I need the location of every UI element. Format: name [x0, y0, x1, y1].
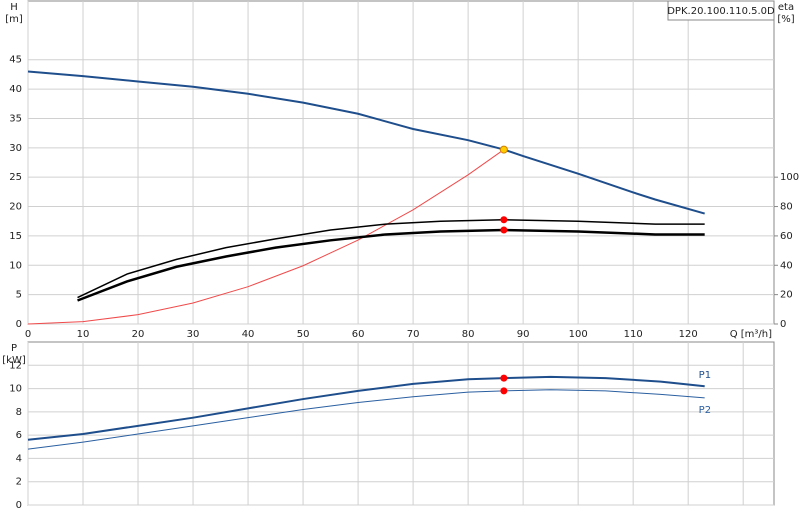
y-tick-label: 6 [16, 430, 22, 441]
x-tick-label: 40 [242, 329, 255, 340]
x-tick-label: 50 [297, 329, 310, 340]
y-tick-label: 5 [16, 290, 22, 301]
duty-point [500, 387, 508, 395]
y-tick-label: 15 [9, 231, 22, 242]
x-tick-label: 100 [569, 329, 588, 340]
y-axis-label: H [10, 2, 18, 13]
y-tick-label: 45 [9, 55, 22, 66]
model-box [667, 0, 775, 21]
x-tick-label: 60 [352, 329, 365, 340]
y2-axis-unit: [%] [777, 14, 794, 25]
y-tick-label: 30 [9, 143, 22, 154]
y-tick-label: 8 [16, 407, 22, 418]
y2-axis-label: eta [778, 2, 794, 13]
y-tick-label: 10 [9, 384, 22, 395]
y-tick-label: 2 [16, 477, 22, 488]
y-tick-label: 4 [16, 453, 22, 464]
series-label: P2 [699, 405, 711, 416]
y-tick-label: 12 [9, 360, 22, 371]
y-axis-label: P [11, 343, 17, 354]
curve [27, 375, 705, 441]
plot-area [27, 0, 775, 325]
y-tick-label: 25 [9, 172, 22, 183]
y-tick-label: 0 [16, 500, 22, 511]
y2-tick-label: 100 [780, 172, 799, 183]
y-tick-label: 20 [9, 202, 22, 213]
duty-point [499, 145, 508, 154]
x-tick-label: 30 [187, 329, 200, 340]
y2-tick-label: 40 [780, 260, 793, 271]
y2-tick-label: 80 [780, 202, 793, 213]
x-tick-label: 80 [462, 329, 475, 340]
curve [27, 389, 705, 450]
x-tick-label: 110 [624, 329, 643, 340]
x-tick-label: 90 [517, 329, 530, 340]
x-tick-label: 0 [25, 329, 31, 340]
y-tick-label: 0 [16, 319, 22, 330]
y2-tick-label: 0 [780, 319, 786, 330]
y-axis-unit: [kW] [2, 355, 26, 366]
series-label: P1 [699, 370, 711, 381]
y-tick-label: 40 [9, 84, 22, 95]
x-tick-label: 10 [77, 329, 90, 340]
duty-point [500, 374, 508, 382]
y2-tick-label: 60 [780, 231, 793, 242]
plot-area [27, 341, 775, 506]
curve [27, 149, 505, 325]
x-tick-label: 70 [407, 329, 420, 340]
y-tick-label: 10 [9, 260, 22, 271]
model-label: DPK.20.100.110.5.0D [667, 6, 775, 17]
x-tick-label: 20 [132, 329, 145, 340]
curve [77, 219, 705, 299]
duty-point [500, 226, 508, 234]
x-tick-label: 120 [679, 329, 698, 340]
curve [27, 70, 705, 215]
y2-tick-label: 20 [780, 290, 793, 301]
curve [77, 228, 705, 302]
duty-point [500, 216, 508, 224]
y-tick-label: 35 [9, 113, 22, 124]
y-axis-unit: [m] [5, 14, 23, 25]
x-axis-label: Q [m³/h] [730, 329, 772, 340]
